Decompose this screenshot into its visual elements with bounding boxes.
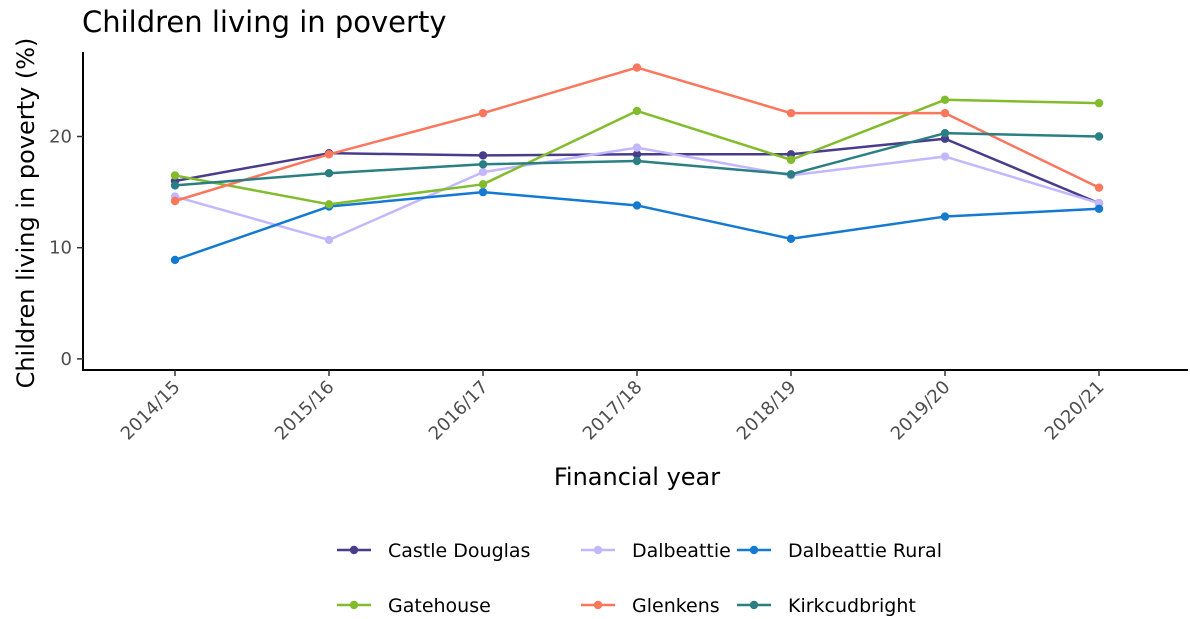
y-tick-label: 20 [49, 127, 72, 148]
legend-key-point [749, 600, 759, 610]
chart-title: Children living in poverty [82, 5, 446, 39]
data-point [1094, 183, 1104, 192]
legend-label: Gatehouse [388, 595, 491, 617]
data-point [1094, 98, 1104, 108]
data-point [478, 108, 488, 118]
data-point [786, 155, 796, 165]
legend: Castle Douglas Dalbeattie Dalbeattie Rural… [337, 540, 942, 617]
y-axis-title: Children living in poverty (%) [12, 38, 40, 389]
data-point [324, 168, 334, 178]
legend-key-point [593, 600, 603, 610]
legend-label: Dalbeattie Rural [788, 540, 942, 562]
x-tick-label: 2020/21 [1041, 377, 1109, 445]
x-tick-label: 2017/18 [579, 377, 647, 445]
legend-item: Dalbeattie [581, 540, 731, 562]
legend-label: Dalbeattie [632, 540, 731, 562]
data-point [170, 196, 180, 206]
data-point [632, 106, 642, 116]
data-point [786, 108, 796, 118]
data-point [478, 180, 488, 189]
legend-key-point [349, 545, 359, 555]
data-point [940, 108, 950, 118]
data-point [632, 156, 642, 166]
legend-label: Glenkens [632, 595, 720, 617]
data-point [478, 167, 488, 177]
legend-key-point [593, 545, 603, 555]
data-point [1094, 132, 1104, 141]
legend-key-point [749, 545, 759, 555]
data-point [940, 152, 950, 161]
legend-item: Kirkcudbright [737, 595, 916, 617]
x-axis-ticks: 2014/15 2015/16 2016/17 2017/18 2018/19 2019/… [117, 370, 1109, 444]
data-point [786, 170, 796, 179]
legend-label: Castle Douglas [388, 540, 530, 562]
data-point [324, 200, 334, 209]
data-point [324, 150, 334, 159]
legend-label: Kirkcudbright [788, 595, 916, 617]
data-point [940, 212, 950, 221]
x-tick-label: 2016/17 [425, 377, 493, 445]
data-point [632, 63, 642, 72]
legend-item: Glenkens [581, 595, 720, 617]
y-tick-label: 0 [61, 349, 72, 370]
data-point [478, 187, 488, 197]
legend-item: Castle Douglas [337, 540, 530, 562]
data-point [632, 201, 642, 210]
data-point [632, 143, 642, 152]
data-point [1094, 204, 1104, 213]
legend-item: Gatehouse [337, 595, 491, 617]
y-tick-label: 10 [49, 238, 72, 259]
x-tick-label: 2015/16 [271, 377, 339, 445]
x-axis-title: Financial year [554, 463, 720, 491]
data-point [170, 171, 180, 180]
data-point [940, 128, 950, 138]
x-tick-label: 2019/20 [887, 377, 955, 445]
legend-key-point [349, 600, 359, 610]
y-axis-ticks: 0 10 20 [49, 127, 83, 370]
data-point [170, 255, 180, 265]
data-point [786, 234, 796, 243]
data-point [324, 235, 334, 245]
x-tick-label: 2018/19 [733, 377, 801, 445]
series-layer [170, 63, 1104, 265]
data-point [170, 181, 180, 190]
legend-item: Dalbeattie Rural [737, 540, 942, 562]
data-point [940, 95, 950, 105]
data-point [632, 150, 642, 159]
x-tick-label: 2014/15 [117, 377, 185, 445]
data-point [478, 151, 488, 160]
data-point [478, 160, 488, 169]
